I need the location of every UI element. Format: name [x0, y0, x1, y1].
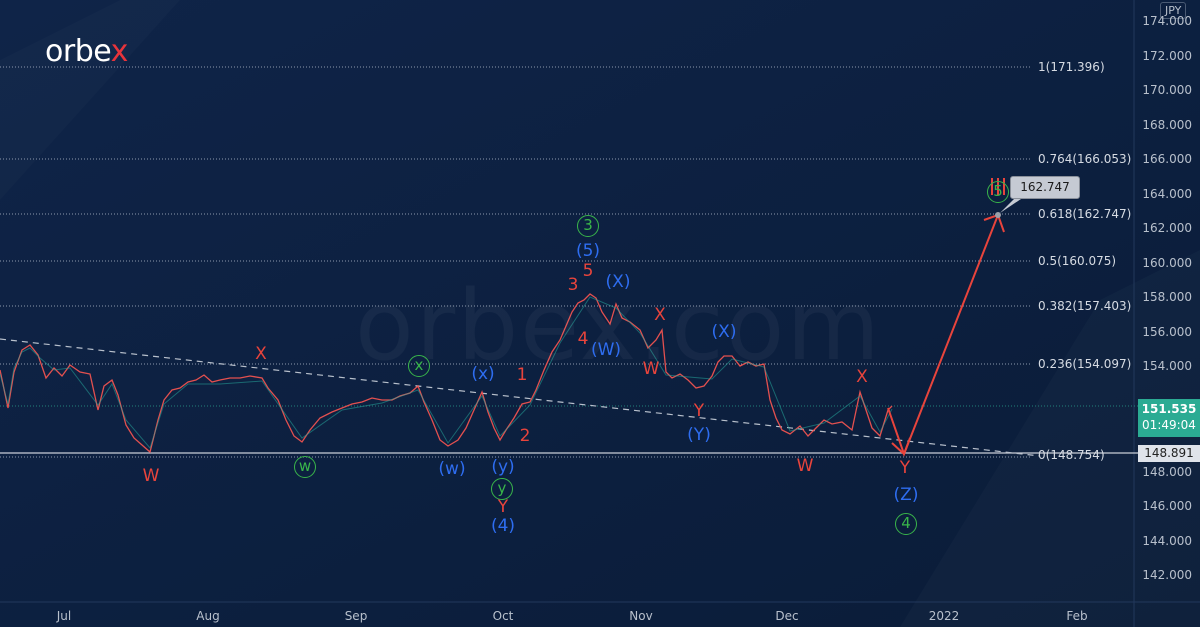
- time-tick: Jul: [56, 609, 72, 623]
- fib-label: 0.764(166.053): [1038, 152, 1132, 166]
- wave-label: (5): [575, 241, 601, 261]
- price-line: [0, 293, 893, 454]
- price-tick: 166.000: [1142, 152, 1192, 166]
- last-price: 151.535: [1141, 402, 1197, 416]
- time-tick: 2022: [928, 609, 960, 623]
- wave-label: W: [142, 466, 160, 486]
- currency-badge[interactable]: JPY: [1160, 2, 1187, 19]
- time-tick: Sep: [344, 609, 368, 623]
- fib-label: 0.382(157.403): [1038, 299, 1132, 313]
- wave-label-circled: 3: [577, 215, 599, 237]
- price-tick: 172.000: [1142, 49, 1192, 63]
- fib-label: 0.618(162.747): [1038, 207, 1132, 221]
- price-tick: 158.000: [1142, 290, 1192, 304]
- fib-lines: [0, 66, 1032, 458]
- price-tick: 162.000: [1142, 221, 1192, 235]
- wave-label-circled: 5: [987, 181, 1009, 203]
- wave-label: 4: [577, 329, 589, 349]
- price-tick: 156.000: [1142, 325, 1192, 339]
- price-tick: 148.000: [1142, 465, 1192, 479]
- price-tick: 142.000: [1142, 568, 1192, 582]
- wave-label: 2: [519, 426, 531, 446]
- price-tick: 144.000: [1142, 534, 1192, 548]
- fib-label: 0(148.754): [1038, 448, 1105, 462]
- price-tick: 146.000: [1142, 499, 1192, 513]
- reference-price-tag: 148.891: [1138, 445, 1200, 462]
- price-tick: 154.000: [1142, 359, 1192, 373]
- wave-label: (w): [438, 459, 466, 479]
- time-tick: Aug: [196, 609, 220, 623]
- time-tick: Oct: [492, 609, 514, 623]
- fib-label: 1(171.396): [1038, 60, 1105, 74]
- wave-label: 1: [516, 365, 528, 385]
- price-tick: 174.000: [1142, 14, 1192, 28]
- price-tick: 160.000: [1142, 256, 1192, 270]
- wave-label: 5: [582, 261, 594, 281]
- price-tick: 168.000: [1142, 118, 1192, 132]
- last-price-tag: 151.535 01:49:04: [1138, 399, 1200, 437]
- wave-label: (Z): [893, 485, 919, 505]
- bar-countdown: 01:49:04: [1142, 418, 1196, 432]
- wave-label-circled: x: [408, 355, 430, 377]
- wave-label: (X): [711, 322, 737, 342]
- fib-label: 0.236(154.097): [1038, 357, 1132, 371]
- fib-label: 0.5(160.075): [1038, 254, 1117, 268]
- wave-label: 3: [567, 275, 579, 295]
- wave-label: Y: [899, 458, 911, 478]
- wave-label: X: [255, 344, 267, 364]
- wave-label-circled: 4: [895, 513, 917, 535]
- time-tick: Nov: [629, 609, 653, 623]
- time-tick: Feb: [1066, 609, 1088, 623]
- orbex-logo: orbex: [45, 34, 128, 69]
- wave-label: Y: [693, 401, 705, 421]
- wave-label: (4): [490, 516, 516, 536]
- wave-label: (X): [605, 272, 631, 292]
- wave-label: X: [654, 305, 666, 325]
- wave-label: (Y): [687, 425, 711, 445]
- wave-label-circled: w: [294, 456, 316, 478]
- wave-label: W: [796, 456, 814, 476]
- price-tick: 170.000: [1142, 83, 1192, 97]
- price-callout[interactable]: 162.747: [1010, 176, 1080, 199]
- time-tick: Dec: [775, 609, 799, 623]
- watermark: orbex.com: [355, 270, 882, 382]
- wave-label: (y): [491, 457, 515, 477]
- wave-label: X: [856, 367, 868, 387]
- wave-label: (W): [590, 340, 622, 360]
- wave-label-circled: y: [491, 478, 513, 500]
- wave-label: Y: [497, 497, 509, 517]
- wave-label: (x): [471, 364, 495, 384]
- price-tick: 164.000: [1142, 187, 1192, 201]
- wave-label: W: [642, 359, 660, 379]
